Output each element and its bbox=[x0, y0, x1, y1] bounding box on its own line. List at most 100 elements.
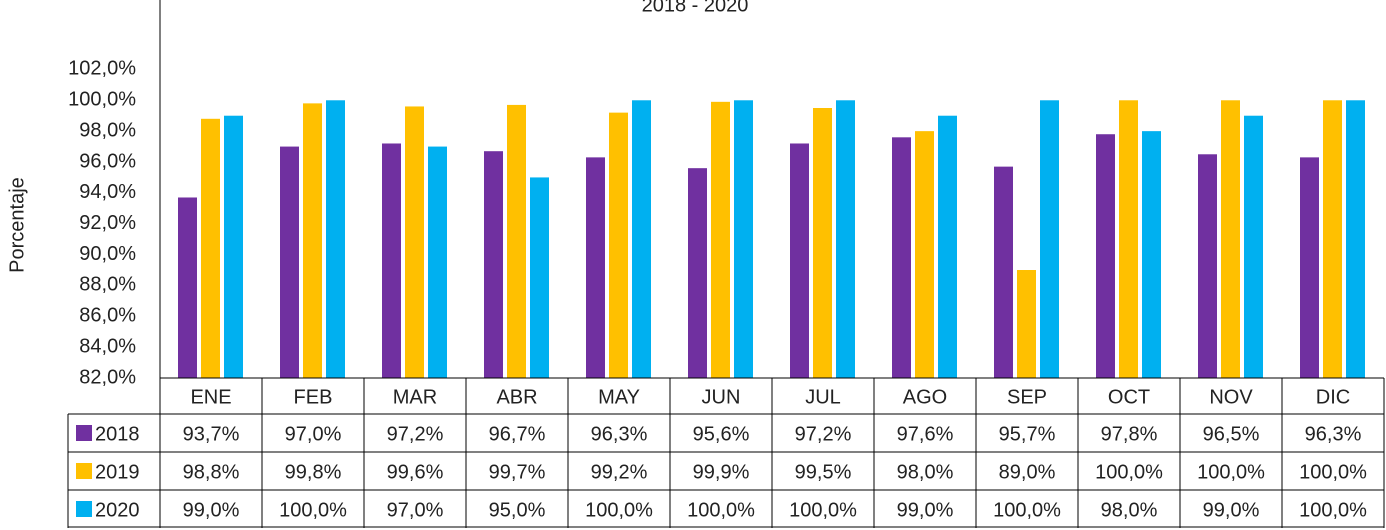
table-cell: 97,8% bbox=[1101, 423, 1158, 445]
table-cell: 95,6% bbox=[693, 423, 750, 445]
table-cell: 100,0% bbox=[993, 499, 1061, 521]
legend-swatch bbox=[76, 501, 92, 517]
table-cell: 96,3% bbox=[1305, 423, 1362, 445]
bar bbox=[609, 112, 628, 378]
table-cell: 97,0% bbox=[387, 499, 444, 521]
table-cell: 96,3% bbox=[591, 423, 648, 445]
bar bbox=[405, 106, 424, 378]
table-cell: 100,0% bbox=[1197, 461, 1265, 483]
table-cell: 99,0% bbox=[897, 499, 954, 521]
y-axis-label: Porcentaje bbox=[6, 177, 28, 273]
table-cell: 96,7% bbox=[489, 423, 546, 445]
y-tick-label: 96,0% bbox=[79, 150, 136, 172]
table-cell: 99,6% bbox=[387, 461, 444, 483]
x-tick-label: MAR bbox=[393, 386, 437, 408]
bar bbox=[1323, 100, 1342, 379]
x-tick-label: SEP bbox=[1007, 386, 1047, 408]
bar bbox=[892, 137, 911, 378]
bar bbox=[586, 157, 605, 378]
table-cell: 98,0% bbox=[897, 461, 954, 483]
bar bbox=[1244, 115, 1263, 378]
bar bbox=[1096, 134, 1115, 378]
x-tick-label: ENE bbox=[190, 386, 231, 408]
bar bbox=[1300, 157, 1319, 378]
table-cell: 97,2% bbox=[387, 423, 444, 445]
bar bbox=[938, 115, 957, 378]
bar bbox=[994, 166, 1013, 378]
bar bbox=[790, 143, 809, 378]
y-tick-label: 88,0% bbox=[79, 274, 136, 296]
bar bbox=[178, 197, 197, 378]
legend-label: 2018 bbox=[95, 423, 140, 445]
bar bbox=[326, 100, 345, 379]
table-cell: 99,0% bbox=[1203, 499, 1260, 521]
table-cell: 89,0% bbox=[999, 461, 1056, 483]
table-cell: 98,0% bbox=[1101, 499, 1158, 521]
bar bbox=[1142, 131, 1161, 378]
x-tick-label: AGO bbox=[903, 386, 947, 408]
bar bbox=[530, 177, 549, 378]
table-cell: 99,7% bbox=[489, 461, 546, 483]
table-cell: 99,5% bbox=[795, 461, 852, 483]
x-tick-label: JUL bbox=[805, 386, 841, 408]
bar bbox=[1198, 154, 1217, 378]
x-tick-label: MAY bbox=[598, 386, 640, 408]
bar bbox=[507, 104, 526, 379]
table-cell: 97,0% bbox=[285, 423, 342, 445]
table-cell: 100,0% bbox=[585, 499, 653, 521]
x-tick-label: ABR bbox=[496, 386, 537, 408]
y-tick-label: 102,0% bbox=[68, 58, 136, 80]
y-tick-label: 82,0% bbox=[79, 366, 136, 388]
table-cell: 93,7% bbox=[183, 423, 240, 445]
legend-label: 2020 bbox=[95, 499, 140, 521]
y-tick-label: 100,0% bbox=[68, 89, 136, 111]
bar bbox=[1119, 100, 1138, 379]
bar bbox=[1017, 270, 1036, 378]
legend-swatch bbox=[76, 463, 92, 479]
table-cell: 95,0% bbox=[489, 499, 546, 521]
bar bbox=[224, 115, 243, 378]
bar bbox=[382, 143, 401, 378]
table-cell: 95,7% bbox=[999, 423, 1056, 445]
bar bbox=[915, 131, 934, 378]
table-cell: 100,0% bbox=[687, 499, 755, 521]
x-tick-label: FEB bbox=[294, 386, 333, 408]
chart-title: 2018 - 2020 bbox=[642, 0, 749, 16]
y-tick-label: 98,0% bbox=[79, 119, 136, 141]
y-tick-label: 90,0% bbox=[79, 243, 136, 265]
table-cell: 99,2% bbox=[591, 461, 648, 483]
bar bbox=[428, 146, 447, 378]
legend-label: 2019 bbox=[95, 461, 140, 483]
table-cell: 96,5% bbox=[1203, 423, 1260, 445]
y-tick-label: 84,0% bbox=[79, 335, 136, 357]
x-tick-label: OCT bbox=[1108, 386, 1150, 408]
y-tick-label: 86,0% bbox=[79, 305, 136, 327]
bar bbox=[303, 103, 322, 378]
legend-swatch bbox=[76, 425, 92, 441]
table-cell: 100,0% bbox=[1299, 499, 1367, 521]
bar bbox=[1040, 100, 1059, 379]
table-cell: 99,0% bbox=[183, 499, 240, 521]
bar bbox=[688, 168, 707, 378]
bar bbox=[734, 100, 753, 379]
x-tick-label: DIC bbox=[1316, 386, 1350, 408]
bar bbox=[1346, 100, 1365, 379]
bar bbox=[836, 100, 855, 379]
table-cell: 97,6% bbox=[897, 423, 954, 445]
table-cell: 97,2% bbox=[795, 423, 852, 445]
bar bbox=[632, 100, 651, 379]
table-cell: 100,0% bbox=[1299, 461, 1367, 483]
y-tick-label: 94,0% bbox=[79, 181, 136, 203]
table-cell: 99,8% bbox=[285, 461, 342, 483]
table-cell: 98,8% bbox=[183, 461, 240, 483]
table-cell: 99,9% bbox=[693, 461, 750, 483]
bar bbox=[711, 101, 730, 378]
bar bbox=[201, 118, 220, 379]
x-tick-label: NOV bbox=[1209, 386, 1253, 408]
bar bbox=[484, 151, 503, 378]
table-cell: 100,0% bbox=[789, 499, 857, 521]
x-tick-label: JUN bbox=[702, 386, 741, 408]
bar bbox=[280, 146, 299, 378]
table-cell: 100,0% bbox=[279, 499, 347, 521]
